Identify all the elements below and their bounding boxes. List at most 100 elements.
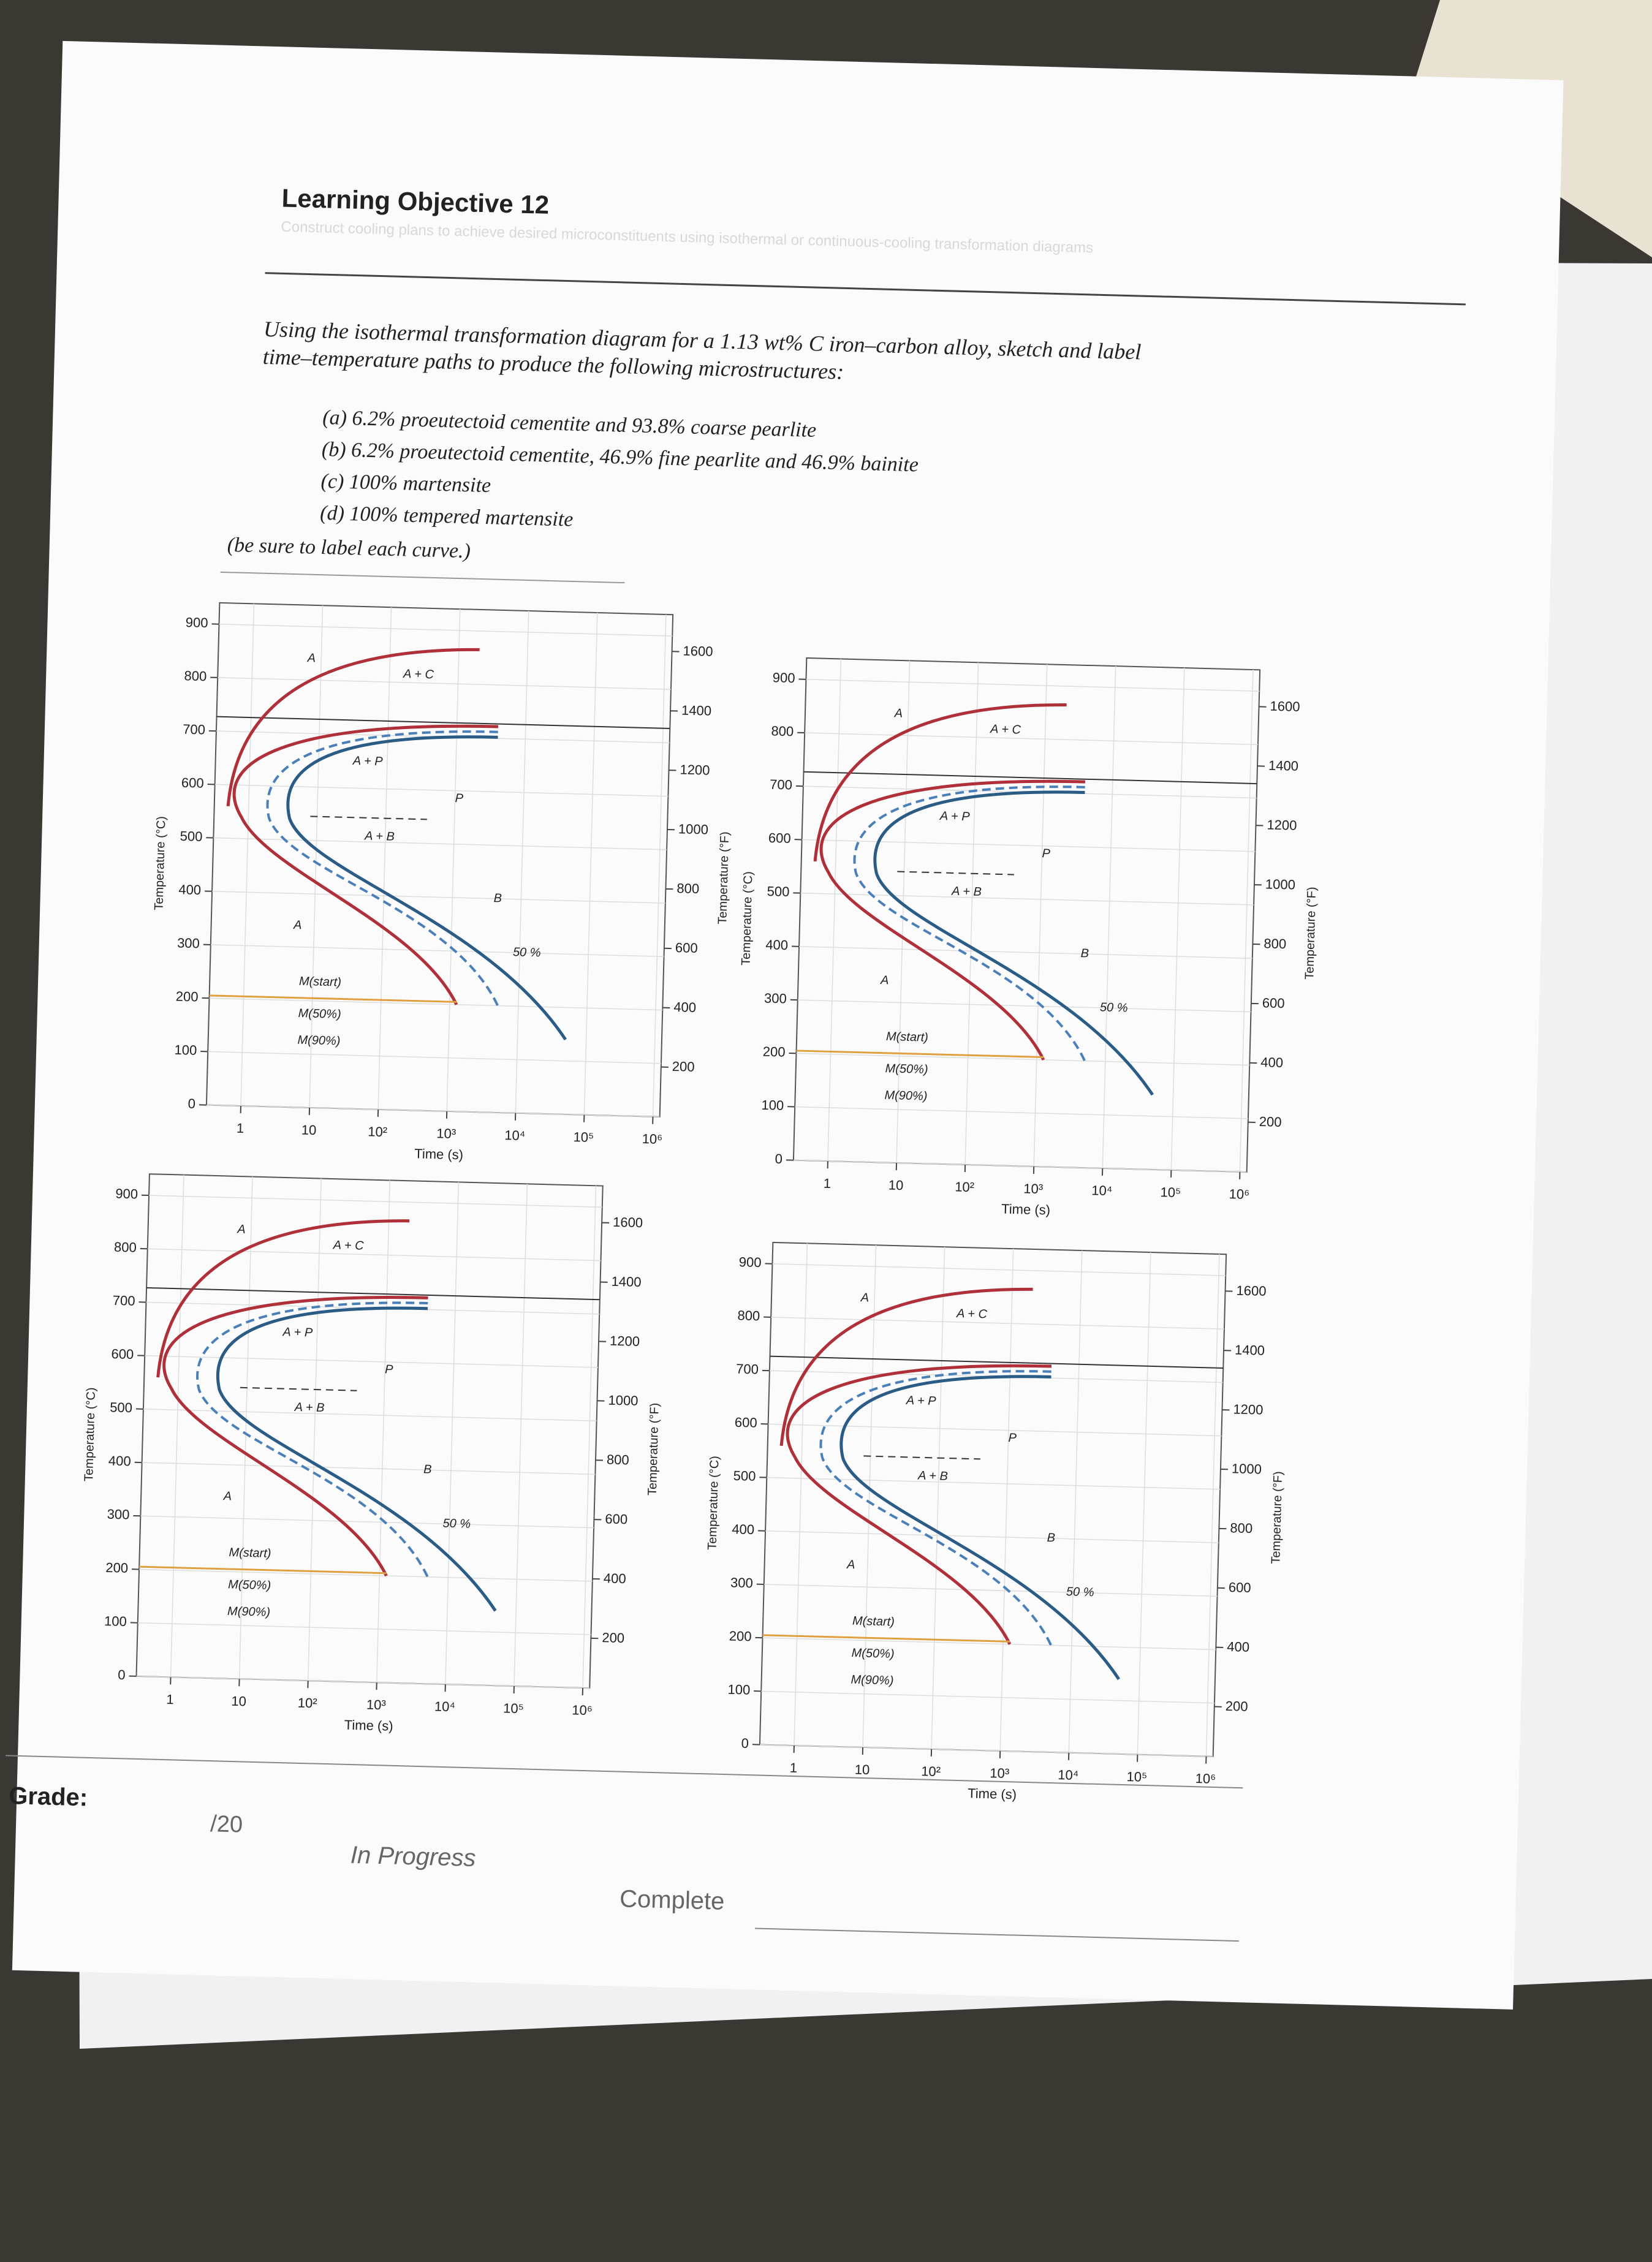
grid-line bbox=[896, 660, 911, 1163]
rule bbox=[265, 272, 1466, 306]
y2-tick-label: 600 bbox=[1262, 995, 1285, 1011]
y-tick-label: 100 bbox=[727, 1682, 750, 1698]
region-label: M(start) bbox=[852, 1614, 895, 1629]
boundary-line bbox=[310, 815, 427, 820]
region-label: A + B bbox=[364, 830, 395, 844]
grid-line bbox=[376, 1180, 391, 1683]
grid-line bbox=[931, 1247, 945, 1749]
y2-axis-title: Temperature (°F) bbox=[1269, 1471, 1285, 1564]
y-tick-label: 900 bbox=[772, 670, 795, 686]
y2-tick-label: 200 bbox=[672, 1059, 695, 1075]
grade-score: /20 bbox=[210, 1811, 243, 1837]
x-tick-label: 10⁴ bbox=[504, 1127, 526, 1143]
region-label: A bbox=[846, 1558, 855, 1572]
y2-tick-label: 600 bbox=[675, 940, 698, 956]
y-axis-title: Temperature (°C) bbox=[153, 816, 169, 910]
y2-tick-label: 1400 bbox=[1268, 758, 1299, 774]
y2-tick-label: 600 bbox=[605, 1511, 627, 1527]
region-label: A + P bbox=[939, 809, 971, 823]
region-label: A bbox=[860, 1291, 870, 1304]
y2-tick-label: 800 bbox=[607, 1451, 629, 1467]
fifty-curve bbox=[853, 785, 1086, 1062]
y-tick-label: 500 bbox=[110, 1399, 132, 1415]
grid-line bbox=[1102, 666, 1116, 1168]
region-label: A bbox=[222, 1489, 232, 1503]
grid-line bbox=[1068, 1250, 1083, 1753]
region-label: P bbox=[1008, 1431, 1017, 1445]
y-tick-label: 200 bbox=[176, 989, 199, 1005]
x-tick-label: 10⁶ bbox=[1195, 1771, 1216, 1787]
y-tick-label: 0 bbox=[118, 1667, 126, 1682]
grid-line bbox=[583, 612, 598, 1115]
y-tick-label: 800 bbox=[184, 668, 206, 684]
y-tick-label: 400 bbox=[108, 1453, 131, 1469]
x-tick-label: 1 bbox=[237, 1121, 244, 1136]
y2-tick-label: 1600 bbox=[613, 1214, 643, 1230]
diagrams: 0 100 200 300 400 500 600 700 800 900 200 400 600 800… bbox=[82, 602, 1319, 1802]
x-tick-label: 10⁵ bbox=[1126, 1769, 1147, 1785]
y2-tick-label: 1200 bbox=[680, 762, 710, 777]
y2-tick-label: 1200 bbox=[610, 1333, 640, 1349]
x-tick-label: 10³ bbox=[1023, 1181, 1043, 1197]
y2-tick-label: 1000 bbox=[1232, 1461, 1262, 1477]
y2-tick-label: 1000 bbox=[678, 821, 709, 837]
y2-tick-label: 200 bbox=[1226, 1698, 1248, 1714]
y-tick-label: 400 bbox=[732, 1521, 754, 1537]
y2-tick-label: 200 bbox=[1259, 1114, 1282, 1130]
y-tick-label: 100 bbox=[174, 1042, 197, 1058]
y-tick-label: 700 bbox=[770, 777, 792, 793]
y2-axis-title: Temperature (°F) bbox=[646, 1402, 662, 1496]
carbide-curve bbox=[779, 1287, 1033, 1447]
grid-line bbox=[446, 609, 461, 1111]
eutectoid-line bbox=[770, 1355, 1224, 1369]
region-label: 50 % bbox=[513, 945, 541, 959]
region-label: A bbox=[894, 706, 903, 720]
y-tick-label: 700 bbox=[112, 1293, 135, 1309]
item: (c) 100% martensite bbox=[320, 470, 491, 497]
x-tick-label: 10⁶ bbox=[572, 1702, 593, 1718]
region-label: M(start) bbox=[229, 1546, 271, 1560]
y2-tick-label: 1400 bbox=[611, 1274, 642, 1290]
x-axis-title: Time (s) bbox=[1001, 1201, 1050, 1217]
carbide-curve bbox=[156, 1219, 410, 1378]
title: Learning Objective 12 bbox=[281, 183, 550, 219]
boundary-line bbox=[240, 1386, 357, 1391]
region-label: A + C bbox=[956, 1307, 988, 1321]
y-tick-label: 500 bbox=[180, 828, 202, 844]
grade-label: Grade: bbox=[9, 1782, 88, 1811]
y-tick-label: 600 bbox=[735, 1415, 757, 1431]
x-tick-label: 10² bbox=[368, 1124, 387, 1140]
eutectoid-line bbox=[803, 771, 1257, 785]
region-label: M(90%) bbox=[297, 1034, 341, 1048]
fifty-curve bbox=[819, 1370, 1053, 1646]
ms-line bbox=[796, 1050, 1044, 1059]
x-tick-label: 10⁶ bbox=[642, 1131, 662, 1147]
region-label: A bbox=[880, 974, 889, 987]
region-label: B bbox=[1080, 947, 1089, 960]
start-curve bbox=[232, 724, 499, 1005]
y-tick-label: 200 bbox=[729, 1628, 752, 1644]
ttt-diagram: 0 100 200 300 400 500 600 700 800 900 200 400 600 800… bbox=[153, 602, 732, 1162]
grid-line bbox=[1205, 1254, 1220, 1757]
paper: Learning Objective 12 Construct cooling … bbox=[6, 40, 1564, 2010]
y2-tick-label: 200 bbox=[602, 1630, 624, 1646]
grid-line bbox=[515, 611, 529, 1113]
finish-curve bbox=[286, 735, 567, 1041]
y-tick-label: 300 bbox=[764, 990, 787, 1006]
eutectoid-line bbox=[146, 1287, 600, 1301]
y-tick-label: 800 bbox=[114, 1239, 137, 1255]
y-tick-label: 0 bbox=[741, 1736, 749, 1751]
x-tick-label: 10⁵ bbox=[503, 1700, 524, 1716]
ttt-diagram: 0 100 200 300 400 500 600 700 800 900 200 400 600 800… bbox=[739, 657, 1319, 1217]
region-label: M(50%) bbox=[851, 1646, 895, 1661]
y-tick-label: 500 bbox=[767, 883, 789, 899]
region-label: A bbox=[237, 1222, 246, 1236]
rule bbox=[220, 571, 625, 584]
x-tick-label: 10² bbox=[921, 1763, 941, 1779]
y-axis-title: Temperature (°C) bbox=[739, 871, 755, 966]
region-label: M(50%) bbox=[228, 1578, 271, 1592]
y-tick-label: 600 bbox=[181, 775, 204, 791]
y2-tick-label: 800 bbox=[676, 880, 699, 896]
grid-line bbox=[240, 603, 255, 1106]
